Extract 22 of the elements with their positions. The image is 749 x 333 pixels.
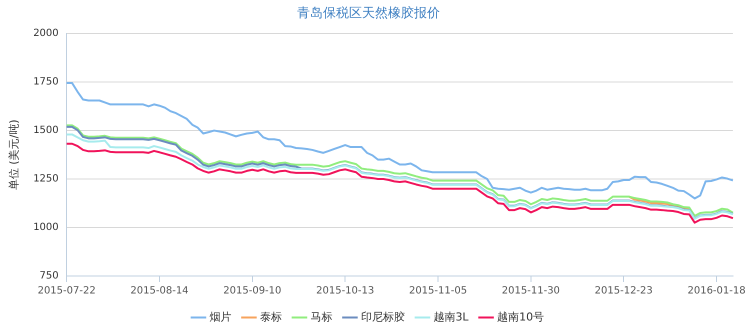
legend-label: 马标 <box>310 310 332 324</box>
x-tick-label: 2015-09-10 <box>223 286 282 297</box>
legend-label: 烟片 <box>209 310 232 324</box>
y-tick-label: 1250 <box>33 174 59 185</box>
y-tick-label: 1500 <box>33 125 59 136</box>
y-axis-title: 单位 (美元/吨) <box>7 119 20 190</box>
y-tick-label: 2000 <box>33 28 59 40</box>
chart-title: 青岛保税区天然橡胶报价 <box>297 6 440 22</box>
legend-label: 越南10号 <box>497 310 544 324</box>
legend-label: 泰标 <box>260 310 282 324</box>
y-tick-label: 1000 <box>33 222 59 234</box>
x-tick-label: 2016-01-18 <box>687 286 746 297</box>
x-tick-label: 2015-12-23 <box>594 286 653 297</box>
legend-label: 印尼标胶 <box>360 310 405 324</box>
x-tick-label: 2015-07-22 <box>38 286 96 297</box>
y-tick-label: 750 <box>40 270 59 282</box>
y-tick-label: 1750 <box>33 76 59 88</box>
x-tick-label: 2015-11-30 <box>502 286 560 297</box>
x-tick-label: 2015-10-13 <box>316 286 374 297</box>
x-tick-label: 2015-08-14 <box>130 286 189 297</box>
x-tick-label: 2015-11-05 <box>408 286 468 297</box>
legend-label: 越南3L <box>433 310 470 324</box>
